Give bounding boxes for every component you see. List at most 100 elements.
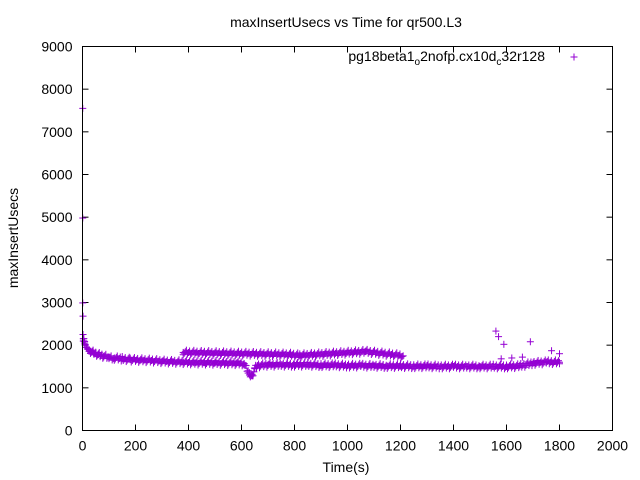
data-point [397, 362, 404, 370]
x-ticks: 0 200 400 600 800 1000 1200 1400 1600 1800 2000 [79, 46, 628, 454]
legend-label-part: 2nofp.cx10d [420, 48, 496, 64]
legend-marker [570, 53, 578, 61]
y-tick-label: 3000 [41, 295, 72, 311]
data-point [529, 359, 537, 367]
data-point [137, 356, 145, 364]
data-point [516, 362, 524, 370]
data-point [330, 361, 338, 369]
data-point [423, 362, 431, 370]
x-tick-label: 1200 [385, 438, 416, 454]
data-point [211, 359, 219, 367]
x-tick-label: 1000 [332, 438, 363, 454]
data-point [495, 333, 503, 341]
data-point [100, 352, 108, 360]
y-tick-label: 9000 [41, 39, 72, 55]
data-point [179, 348, 187, 356]
data-point [287, 351, 295, 359]
y-tick-label: 4000 [41, 252, 72, 268]
legend-subscript: c [496, 57, 501, 68]
data-point [526, 338, 534, 346]
y-tick-label: 5000 [41, 209, 72, 225]
legend-label-part: 32r128 [501, 48, 545, 64]
data-point [253, 362, 261, 370]
data-point [291, 361, 298, 369]
data-point [232, 359, 240, 367]
data-point [556, 350, 563, 358]
data-point [240, 360, 248, 368]
x-tick-label: 0 [79, 438, 87, 454]
x-tick-label: 1800 [544, 438, 575, 454]
data-point [179, 358, 187, 366]
data-point [548, 347, 556, 355]
data-point [244, 367, 252, 375]
x-tick-label: 200 [124, 438, 148, 454]
data-point [158, 357, 166, 365]
data-point [79, 312, 87, 320]
plot-frame [82, 46, 613, 431]
data-point [250, 368, 258, 376]
data-point [399, 352, 407, 360]
data-point [542, 358, 550, 366]
data-point [110, 354, 118, 362]
data-point [344, 362, 351, 370]
data-point [169, 358, 177, 366]
data-point [296, 351, 304, 359]
data-point [118, 355, 126, 363]
data-point [383, 362, 391, 370]
data-point [200, 359, 208, 367]
data-point [554, 357, 562, 365]
x-tick-label: 400 [177, 438, 201, 454]
data-point [357, 362, 365, 370]
data-point [370, 362, 378, 370]
data-point [450, 363, 457, 370]
legend: pg18beta1o2nofp.cx10dc32r128 [348, 48, 578, 68]
x-tick-label: 800 [283, 438, 307, 454]
y-tick-label: 8000 [41, 81, 72, 97]
y-tick-label: 7000 [41, 124, 72, 140]
data-point [126, 356, 134, 364]
data-point [500, 340, 508, 348]
legend-subscript: o [415, 57, 421, 68]
x-tick-label: 2000 [597, 438, 628, 454]
data-point [277, 361, 285, 369]
data-point [248, 372, 256, 380]
chart-title: maxInsertUsecs vs Time for qr500.L3 [230, 14, 462, 30]
data-point [222, 359, 230, 367]
y-tick-label: 6000 [41, 167, 72, 183]
data-point [304, 361, 312, 369]
y-axis-label: maxInsertUsecs [5, 188, 21, 288]
data-point [503, 363, 510, 370]
y-tick-label: 1000 [41, 380, 72, 396]
data-point [463, 363, 471, 370]
y-ticks: 0 1000 2000 3000 4000 5000 6000 7000 8000 9000 [41, 39, 613, 439]
legend-label-part: pg18beta1 [348, 48, 414, 64]
data-point [476, 363, 484, 370]
data-point [556, 358, 563, 366]
data-point [489, 363, 497, 370]
data-point [398, 352, 406, 360]
data-point [317, 361, 325, 369]
data-point [85, 346, 93, 354]
legend-label: pg18beta1o2nofp.cx10dc32r128 [348, 48, 545, 68]
y-tick-label: 2000 [41, 337, 72, 353]
legend-marker-symbol [570, 53, 578, 61]
data-point [521, 363, 529, 371]
data-point [508, 354, 516, 362]
data-point [264, 361, 272, 369]
data-point [497, 355, 505, 363]
data-point [410, 362, 418, 370]
data-point [518, 353, 526, 361]
x-tick-label: 1600 [491, 438, 522, 454]
data-point [190, 359, 198, 367]
x-tick-label: 600 [230, 438, 254, 454]
y-tick-label: 0 [65, 423, 73, 439]
data-point [147, 357, 155, 365]
data-point [436, 363, 444, 370]
data-point [492, 327, 500, 335]
data-point [105, 353, 113, 361]
x-tick-label: 1400 [438, 438, 469, 454]
data-point [362, 348, 370, 356]
x-axis-label: Time(s) [323, 459, 370, 475]
